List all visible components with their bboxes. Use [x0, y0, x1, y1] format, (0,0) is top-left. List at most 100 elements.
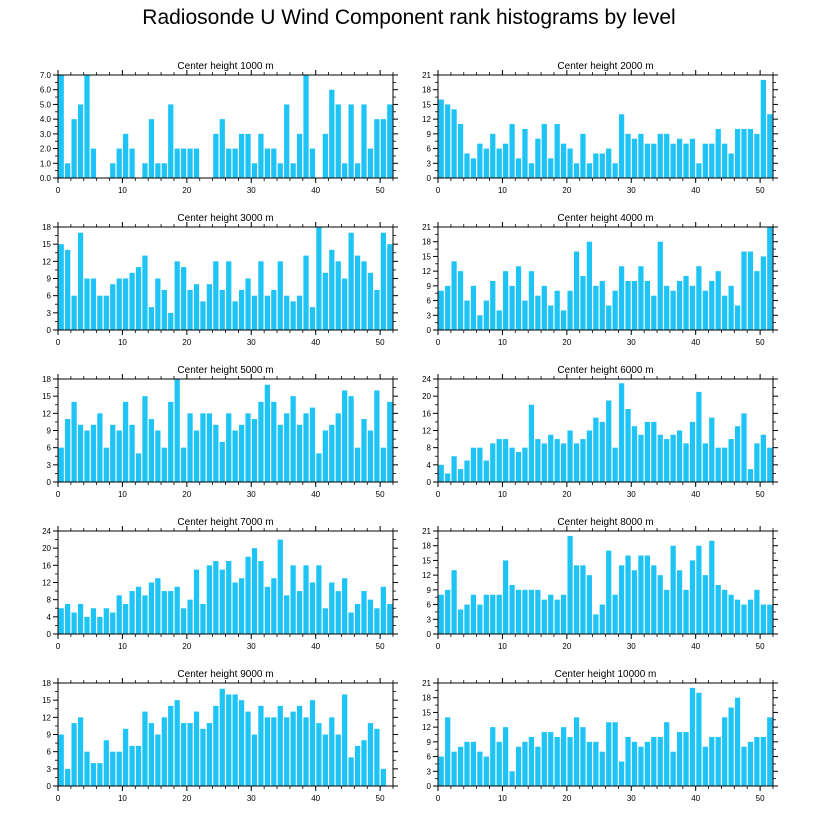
histogram-bar: [657, 736, 663, 786]
histogram-bar: [541, 124, 547, 178]
histogram-bar: [573, 251, 580, 330]
histogram-bar: [316, 723, 322, 786]
histogram-bar: [464, 741, 470, 786]
histogram-bar: [226, 413, 232, 482]
histogram-bar: [322, 133, 328, 178]
histogram-bar: [457, 271, 464, 330]
x-tick-label: 20: [182, 490, 191, 499]
histogram-bar: [168, 312, 174, 330]
histogram-bar: [638, 266, 644, 330]
histogram-bar: [58, 608, 64, 634]
y-tick-label: 12: [422, 723, 431, 732]
histogram-bar: [638, 434, 644, 482]
histogram-bar: [734, 305, 741, 330]
x-tick-label: 30: [627, 490, 636, 499]
histogram-bar: [554, 439, 560, 482]
histogram-bar: [219, 289, 225, 330]
histogram-bar: [734, 599, 741, 634]
histogram-bar: [457, 124, 464, 178]
histogram-bar: [367, 599, 374, 634]
histogram-bar: [161, 717, 167, 786]
histogram-bar: [438, 464, 444, 482]
y-tick-label: 6: [47, 444, 52, 453]
histogram-bar: [676, 280, 683, 330]
histogram-bar: [760, 736, 766, 786]
histogram-bar: [181, 267, 187, 330]
y-tick-label: 15: [422, 556, 431, 565]
histogram-bar: [329, 717, 335, 786]
x-tick-label: 50: [376, 338, 385, 347]
histogram-bar: [90, 424, 97, 482]
y-tick-label: 15: [422, 708, 431, 717]
histogram-bar: [664, 285, 670, 330]
histogram-bar: [612, 290, 618, 330]
histogram-bar: [193, 284, 200, 330]
histogram-bar: [258, 401, 264, 482]
histogram-bar: [226, 261, 232, 330]
x-tick-label: 0: [436, 490, 441, 499]
histogram-bar: [116, 148, 122, 178]
histogram-bar: [612, 722, 618, 786]
histogram-bar: [71, 612, 77, 634]
histogram-bar: [284, 595, 290, 635]
histogram-bar: [528, 589, 535, 634]
histogram-bar: [612, 447, 618, 482]
histogram-bar: [477, 447, 483, 482]
histogram-bar: [586, 575, 593, 634]
panel-title: Center height 7000 m: [177, 517, 273, 528]
histogram-bar: [110, 612, 116, 634]
histogram-bar: [438, 99, 444, 178]
histogram-bar: [309, 307, 316, 330]
histogram-bar: [625, 555, 631, 634]
histogram-bar: [296, 591, 303, 634]
y-tick-label: 8: [427, 444, 432, 453]
histogram-bar: [90, 278, 97, 330]
histogram-bar: [464, 604, 470, 634]
histogram-bar: [77, 424, 84, 482]
histogram-bar: [728, 285, 734, 330]
y-tick-label: 6.0: [40, 86, 52, 95]
x-tick-label: 0: [436, 338, 441, 347]
x-tick-label: 30: [247, 186, 256, 195]
panel-title: Center height 8000 m: [557, 517, 653, 528]
histogram-bar: [651, 295, 657, 330]
histogram-bar: [296, 424, 303, 482]
histogram-bar: [251, 734, 258, 786]
histogram-bar: [264, 384, 270, 482]
histogram-bar: [367, 723, 374, 786]
y-tick-label: 12: [42, 713, 51, 722]
histogram-bar: [181, 608, 187, 634]
histogram-bar: [522, 447, 528, 482]
x-tick-label: 20: [562, 794, 571, 803]
histogram-bar: [470, 158, 477, 178]
y-tick-label: 9: [427, 282, 432, 291]
histogram-bar: [676, 430, 683, 482]
histogram-bar: [702, 575, 708, 634]
histogram-bar: [335, 591, 341, 634]
histogram-bar: [767, 114, 773, 178]
x-tick-label: 10: [118, 186, 127, 195]
panel-title: Center height 4000 m: [557, 213, 653, 224]
y-tick-label: 15: [42, 392, 51, 401]
histogram-bar: [606, 550, 612, 634]
y-tick-label: 6: [47, 292, 52, 301]
histogram-bar: [702, 746, 708, 786]
histogram-bar: [232, 582, 238, 634]
histogram-bar: [271, 401, 277, 482]
histogram-bar: [342, 578, 348, 634]
y-tick-label: 9: [47, 275, 52, 284]
histogram-bar: [110, 424, 116, 482]
histogram-bar: [445, 717, 451, 786]
x-tick-label: 0: [56, 186, 61, 195]
y-tick-label: 16: [42, 561, 51, 570]
histogram-bar: [612, 594, 618, 634]
histogram-bar: [683, 589, 689, 634]
histogram-bar: [747, 741, 754, 786]
histogram-bar: [226, 561, 232, 634]
histogram-bar: [148, 307, 155, 330]
x-tick-label: 30: [627, 186, 636, 195]
y-tick-label: 3: [427, 615, 432, 624]
y-tick-label: 2.0: [40, 145, 52, 154]
histogram-bar: [206, 723, 213, 786]
